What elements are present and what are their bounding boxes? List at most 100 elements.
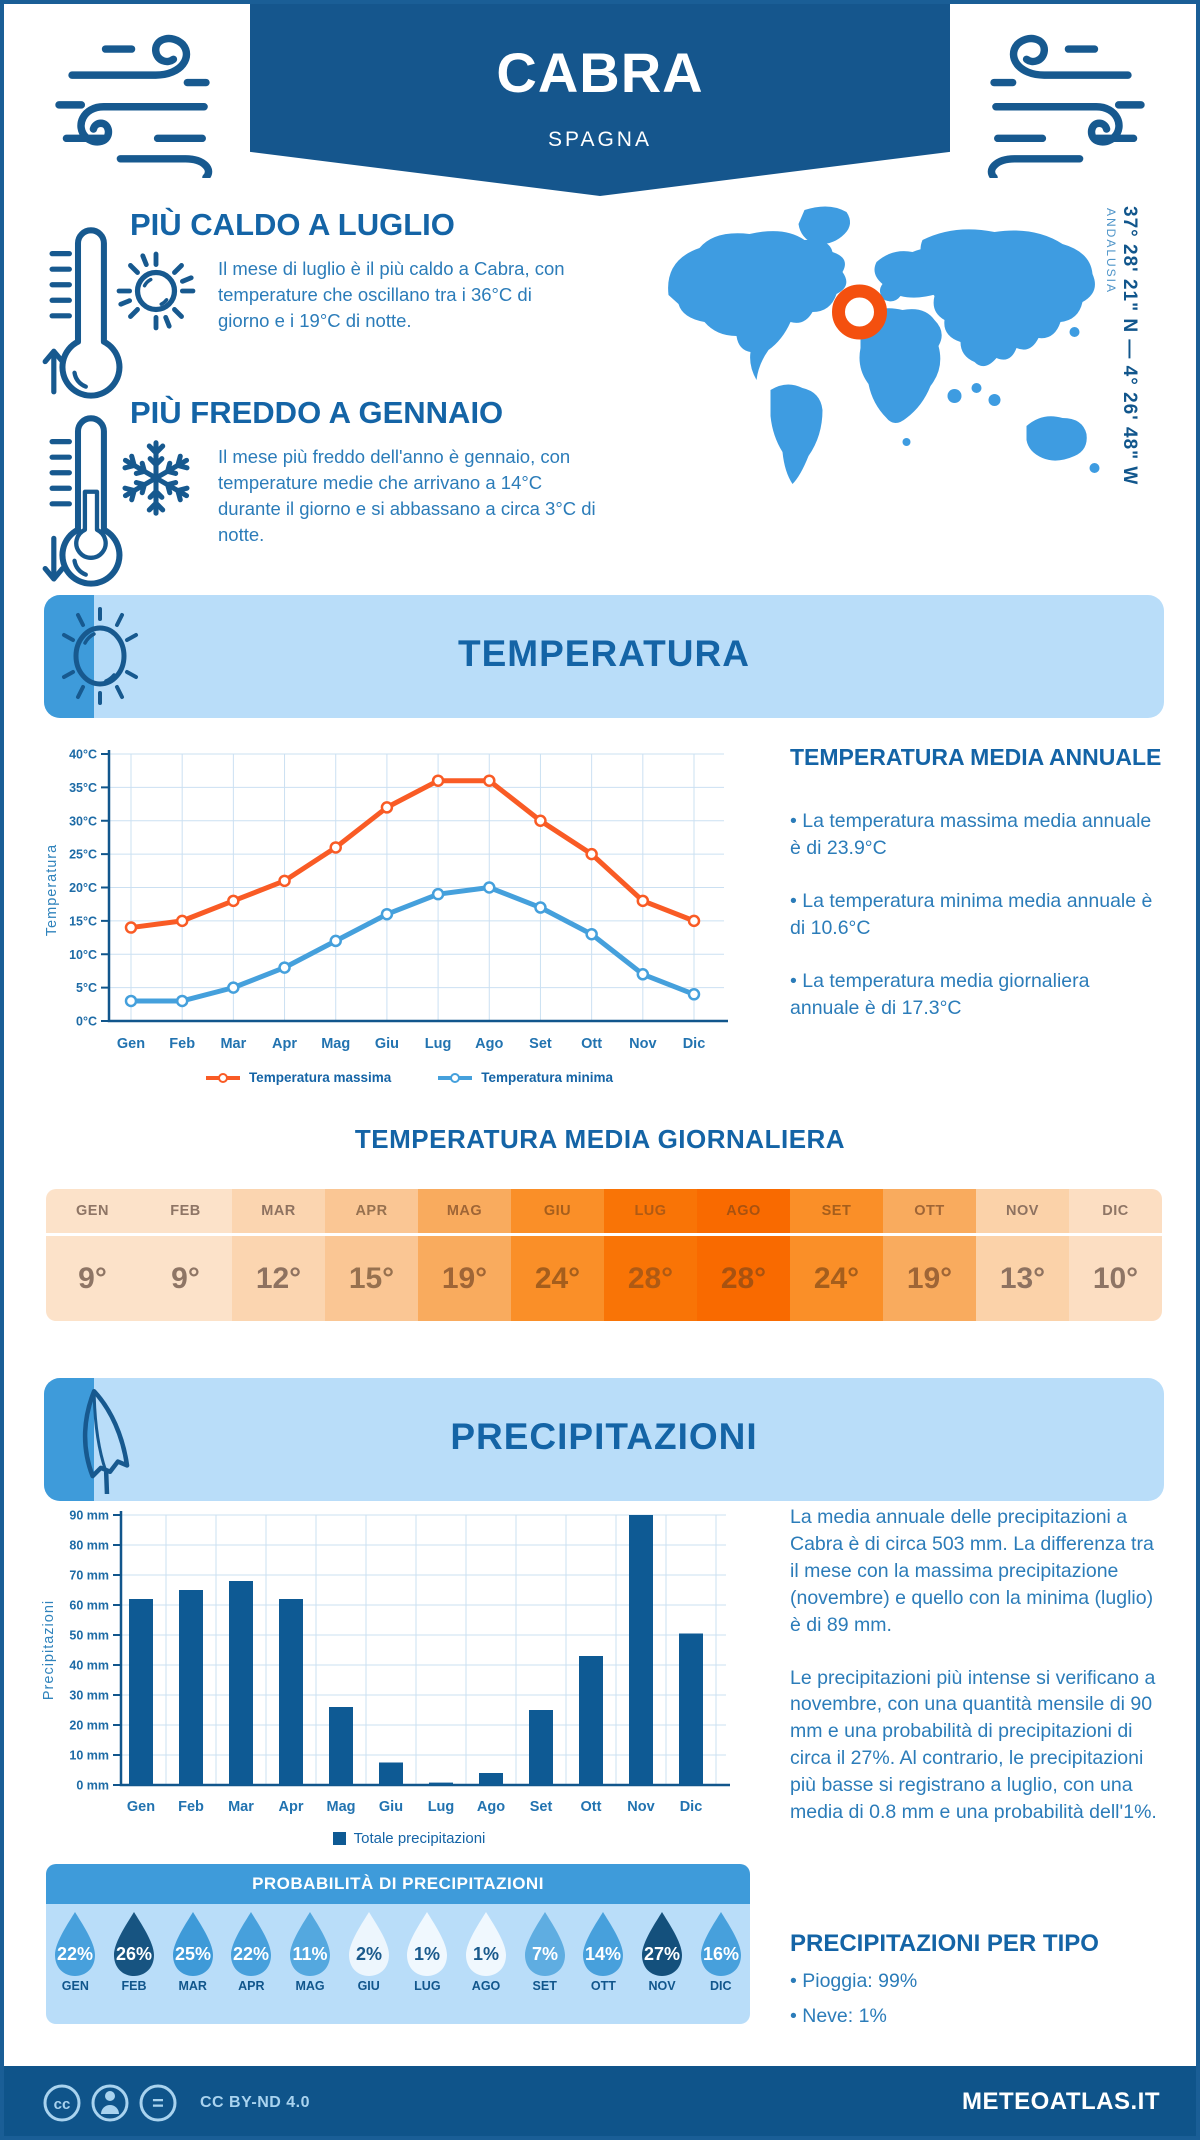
svg-text:50 mm: 50 mm xyxy=(69,1629,109,1643)
drop-icon: 1% xyxy=(407,1912,448,1976)
legend-item: Totale precipitazioni xyxy=(332,1830,485,1847)
legend-item: Temperatura massima xyxy=(205,1070,391,1085)
svg-text:20 mm: 20 mm xyxy=(69,1719,109,1733)
table-temperature-value: 28° xyxy=(627,1261,674,1295)
table-column-gen: GEN 9° xyxy=(46,1189,139,1321)
daily-average-title: TEMPERATURA MEDIA GIORNALIERA xyxy=(354,1124,846,1154)
table-column-mag: MAG 19° xyxy=(418,1189,511,1321)
drop-icon: 11% xyxy=(290,1912,331,1976)
table-column-feb: FEB 9° xyxy=(139,1189,232,1321)
table-temperature-value: 28° xyxy=(720,1261,767,1295)
drop-month-label: AGO xyxy=(471,1979,501,1993)
svg-text:22%: 22% xyxy=(233,1944,269,1964)
svg-text:0 mm: 0 mm xyxy=(76,1779,109,1793)
temperature-line-chart: Gen Feb Mar Apr Mag Giu Lug Ago Set Ott Nov Dic 0°C 5… xyxy=(69,748,728,1052)
table-month-header: MAR xyxy=(232,1189,325,1236)
drop-month-label: GIU xyxy=(357,1979,380,1993)
table-column-set: SET 24° xyxy=(790,1189,883,1321)
svg-text:Gen: Gen xyxy=(117,1036,145,1052)
country-subtitle: SPAGNA xyxy=(548,128,652,151)
svg-text:5°C: 5°C xyxy=(76,981,97,995)
header-banner: CABRA SPAGNA xyxy=(250,4,950,196)
svg-text:Ott: Ott xyxy=(581,1799,602,1815)
svg-text:Lug: Lug xyxy=(425,1036,452,1052)
precipitation-section-banner: PRECIPITAZIONI xyxy=(44,1378,1164,1501)
svg-text:26%: 26% xyxy=(116,1944,152,1964)
svg-text:7%: 7% xyxy=(532,1944,558,1964)
table-temperature-value: 12° xyxy=(255,1261,302,1295)
text-paragraph: • La temperatura media giornaliera annua… xyxy=(790,969,1090,1019)
table-column-giu: GIU 24° xyxy=(511,1189,604,1321)
probability-box: PROBABILITÀ DI PRECIPITAZIONI 22% GEN 26% F… xyxy=(46,1864,750,2024)
table-month-header: APR xyxy=(325,1189,418,1236)
thermometer-hot-icon xyxy=(42,227,123,399)
svg-text:=: = xyxy=(152,2093,164,2115)
svg-text:Ago: Ago xyxy=(477,1799,505,1815)
text-paragraph: La media annuale delle precipitazioni a … xyxy=(790,1506,1154,1636)
drop-month-label: OTT xyxy=(590,1979,616,1993)
text-paragraph: • La temperatura massima media annuale è… xyxy=(790,810,1152,859)
world-map xyxy=(668,206,1100,484)
precipitation-text: La media annuale delle precipitazioni a … xyxy=(790,1504,1164,1852)
table-temperature-value: 15° xyxy=(348,1261,395,1295)
svg-text:40°C: 40°C xyxy=(69,748,97,762)
drop-icon: 16% xyxy=(700,1912,741,1976)
annual-average-title: TEMPERATURA MEDIA ANNUALE xyxy=(790,744,1162,770)
svg-text:Giu: Giu xyxy=(375,1036,399,1052)
coordinates-text: 37° 28' 21" N — 4° 26' 48" W xyxy=(1119,206,1140,486)
svg-text:Dic: Dic xyxy=(680,1799,703,1815)
table-column-nov: NOV 13° xyxy=(976,1189,1069,1321)
table-temperature-value: 24° xyxy=(534,1261,581,1295)
wind-icon xyxy=(55,34,213,178)
table-temperature-value: 24° xyxy=(813,1261,860,1295)
probability-drop-lug: 1% LUG xyxy=(398,1910,457,2024)
table-month-header: OTT xyxy=(883,1189,976,1236)
annual-average-bullets: • La temperatura massima media annuale è… xyxy=(790,808,1162,1047)
table-temperature-value: 9° xyxy=(78,1261,107,1295)
svg-text:30°C: 30°C xyxy=(69,814,97,828)
table-column-apr: APR 15° xyxy=(325,1189,418,1321)
per-tipo-bullets: • Pioggia: 99% • Neve: 1% xyxy=(790,1968,1162,2038)
snowflake-icon xyxy=(122,440,190,516)
temperature-legend: Temperatura massima Temperatura minima xyxy=(64,1070,754,1085)
text-paragraph: Le precipitazioni più intense si verific… xyxy=(790,1666,1157,1824)
drop-icon: 26% xyxy=(114,1912,154,1976)
table-month-header: GIU xyxy=(511,1189,604,1236)
probability-drop-set: 7% SET xyxy=(515,1910,574,2024)
table-month-header: AGO xyxy=(697,1189,790,1236)
svg-text:cc: cc xyxy=(54,2096,71,2113)
legend-item: Temperatura minima xyxy=(437,1070,613,1085)
probability-drop-feb: 26% FEB xyxy=(105,1910,164,2024)
drop-month-label: NOV xyxy=(648,1979,676,1993)
svg-text:1%: 1% xyxy=(473,1944,499,1964)
svg-text:35°C: 35°C xyxy=(69,781,97,795)
temperature-axis-label: Temperatura xyxy=(44,843,60,937)
svg-text:Dic: Dic xyxy=(683,1036,706,1052)
svg-text:40 mm: 40 mm xyxy=(69,1659,109,1673)
svg-text:Ago: Ago xyxy=(475,1036,503,1052)
site-name: METEOATLAS.IT xyxy=(961,2088,1160,2115)
svg-text:0°C: 0°C xyxy=(76,1015,97,1029)
drop-month-label: GEN xyxy=(61,1979,89,1993)
svg-text:Mag: Mag xyxy=(321,1036,350,1052)
precipitation-bar-chart: 0 mm 10 mm 20 mm 30 mm 40 mm 50 mm 60 mm 70 mm 8… xyxy=(69,1509,730,1815)
hot-month-title: PIÙ CALDO A LUGLIO xyxy=(130,207,455,242)
svg-text:Feb: Feb xyxy=(169,1036,195,1052)
table-temperature-value: 9° xyxy=(171,1261,200,1295)
table-temperature-value: 13° xyxy=(999,1261,1046,1295)
svg-text:Giu: Giu xyxy=(379,1799,403,1815)
svg-text:80 mm: 80 mm xyxy=(69,1539,109,1553)
text-paragraph: • La temperatura minima media annuale è … xyxy=(790,889,1153,939)
monthly-temperature-table: GEN 9° FEB 9° MAR 12° APR 15° MAG 19° GIU 24° LUG 28°… xyxy=(46,1189,1162,1321)
probability-drops: 22% GEN 26% FEB 25% MAR 22% APR 11% MAG 2% GIU 1% LUG… xyxy=(46,1904,750,2024)
sun-badge-icon xyxy=(62,607,138,705)
drop-icon: 22% xyxy=(55,1912,96,1976)
svg-text:90 mm: 90 mm xyxy=(69,1509,109,1523)
svg-text:1%: 1% xyxy=(414,1944,440,1964)
temperature-title: TEMPERATURA xyxy=(458,633,750,674)
cold-month-text: Il mese più freddo dell'anno è gennaio, … xyxy=(218,446,596,545)
table-month-header: GEN xyxy=(46,1189,139,1236)
cc-license-icons: cc = xyxy=(43,2084,177,2122)
svg-text:16%: 16% xyxy=(703,1944,739,1964)
